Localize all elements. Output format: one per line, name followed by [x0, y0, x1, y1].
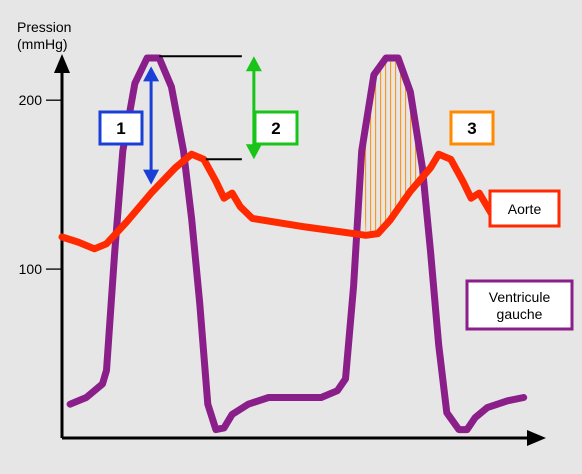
series-line-aorte [58, 150, 544, 253]
x-axis-arrowhead [527, 430, 546, 446]
svg-text:1: 1 [116, 119, 125, 138]
y-tick-label-100: 100 [19, 261, 43, 277]
legend-item-aorte: Aorte [488, 189, 561, 228]
y-axis-arrowhead [54, 54, 70, 73]
series-line-ventricule-gauche [66, 54, 528, 434]
annotation-box-2: 2 [253, 110, 299, 146]
legend-label-aorte: Aorte [508, 201, 542, 217]
y-axis-label-line-1: Pression [17, 19, 71, 35]
annotations: 1 2 3 [98, 55, 495, 185]
svg-text:2: 2 [271, 119, 280, 138]
legend-label-ventricule-line-2: gauche [497, 306, 543, 322]
svg-text:3: 3 [467, 119, 476, 138]
y-tick-label-200: 200 [19, 92, 43, 108]
series-lines [58, 54, 544, 434]
y-ticks: 100 200 [19, 92, 62, 277]
legend-label-ventricule-line-1: Ventricule [489, 289, 551, 305]
annotation-box-1: 1 [98, 110, 144, 146]
y-axis-label-line-2: (mmHg) [17, 36, 68, 52]
annotation-box-3: 3 [449, 110, 495, 146]
arrow-1 [143, 66, 160, 185]
